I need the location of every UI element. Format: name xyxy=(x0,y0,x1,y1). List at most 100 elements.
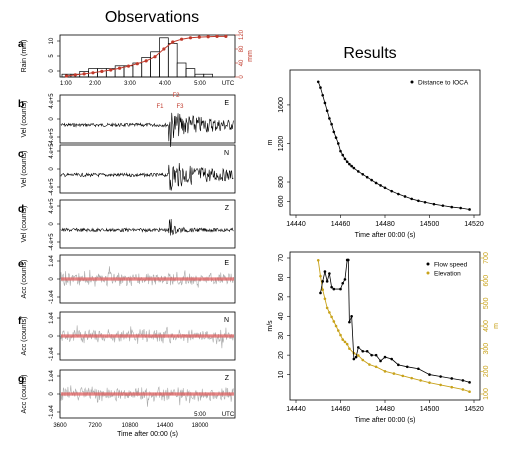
distance-point xyxy=(325,109,329,112)
distance-point xyxy=(352,166,356,170)
y-tick-label: 1600 xyxy=(278,97,285,113)
flow-speed-line xyxy=(320,259,470,383)
elevation-point xyxy=(461,388,465,391)
flow-speed-point xyxy=(354,355,358,359)
legend-marker xyxy=(426,262,430,266)
distance-point xyxy=(345,160,349,164)
elevation-point xyxy=(439,383,442,387)
flow-speed-point xyxy=(374,353,378,357)
flow-speed-point xyxy=(346,258,350,262)
elevation-point xyxy=(330,315,333,319)
cumulative-point xyxy=(153,55,157,59)
flow-speed-point xyxy=(383,355,387,359)
elevation-point xyxy=(357,354,360,357)
distance-point xyxy=(323,101,327,105)
distance-point xyxy=(341,153,345,157)
cumulative-point xyxy=(82,72,86,76)
x-tick-label: 14460 xyxy=(331,406,351,413)
elevation-point xyxy=(323,297,327,301)
flow-speed-point xyxy=(365,349,369,353)
x-axis-label: Time after 00:00 (s) xyxy=(355,232,416,239)
flow-speed-point xyxy=(468,381,471,384)
cumulative-point xyxy=(135,62,139,66)
component-label: N xyxy=(224,317,229,324)
panel-letter: f xyxy=(18,316,22,327)
y-tick-label: 0 xyxy=(49,222,55,226)
x-axis-label: Time after 00:00 (s) xyxy=(355,417,416,424)
y-tick-label-right: 200 xyxy=(483,365,490,377)
elevation-point xyxy=(428,381,431,384)
panel-frame xyxy=(59,34,236,78)
component-label: E xyxy=(224,100,229,107)
panel-f: f Acc (counts) -1.e4 0 1.e4 N xyxy=(18,312,236,361)
x-tick-label: UTC xyxy=(222,81,235,87)
elevation-point xyxy=(343,340,347,344)
y-tick-label-right: 100 xyxy=(483,388,490,400)
seismic-trace xyxy=(60,325,234,349)
distance-point xyxy=(379,184,382,187)
elevation-point xyxy=(325,306,329,310)
x-tick-label: 10800 xyxy=(122,423,139,429)
distance-point xyxy=(370,178,373,182)
seismic-trace xyxy=(60,266,234,288)
flow-speed-point xyxy=(350,314,353,318)
x-axis-label: Time after 00:00 (s) xyxy=(117,431,178,438)
y-tick-label-right: 600 xyxy=(483,275,490,287)
cumulative-point xyxy=(144,59,148,63)
cumulative-point xyxy=(197,35,201,39)
legend-marker xyxy=(426,271,430,275)
y-tick-label: 0 xyxy=(49,69,55,73)
cumulative-point xyxy=(188,36,193,40)
flow-speed-point xyxy=(343,278,347,281)
y-tick-label: 4.e+5 xyxy=(49,93,55,109)
legend-marker xyxy=(410,80,414,84)
elevation-point xyxy=(468,390,471,394)
cumulative-point xyxy=(64,74,69,78)
x-tick-label: 14520 xyxy=(464,406,484,413)
flow-speed-point xyxy=(348,320,351,324)
y-axis-label-right: mm xyxy=(247,50,254,62)
distance-point xyxy=(468,208,471,211)
flow-speed-point xyxy=(319,291,322,295)
distance-point xyxy=(343,157,347,161)
y-tick-label: -1.e4 xyxy=(49,347,55,361)
x-tick-label: 18000 xyxy=(192,423,209,429)
cumulative-point xyxy=(179,37,184,41)
distance-point xyxy=(332,130,336,134)
rain-bar xyxy=(167,43,178,78)
distance-point xyxy=(390,189,393,193)
flow-speed-point xyxy=(390,357,393,361)
distance-point xyxy=(330,122,333,126)
cumulative-point xyxy=(162,47,166,51)
y-axis-label: Vel (counts) xyxy=(21,101,28,138)
panel-frame xyxy=(59,94,236,144)
annotation: F3 xyxy=(177,104,185,110)
panel-letter: d xyxy=(18,204,24,215)
distance-point xyxy=(410,197,414,201)
y-axis-label: Vel (counts) xyxy=(21,206,28,243)
distance-point xyxy=(397,192,400,196)
x-tick-label: 3:00 xyxy=(124,81,136,87)
flow-speed-point xyxy=(341,281,345,285)
flow-speed-point xyxy=(321,280,325,283)
y-tick-label: 1.e4 xyxy=(49,312,55,324)
distance-point xyxy=(417,199,420,203)
distance-point xyxy=(336,142,340,145)
y-tick-label: 1.e4 xyxy=(49,370,55,382)
distance-point xyxy=(334,136,338,139)
rain-bar xyxy=(176,62,187,78)
x-tick-label: 14460 xyxy=(331,221,351,228)
elevation-point xyxy=(383,370,387,373)
elevation-point xyxy=(316,258,320,262)
y-tick-label: -4.e+5 xyxy=(49,233,55,251)
distance-point xyxy=(403,195,407,198)
panel-letter: a xyxy=(18,39,24,50)
cumulative-point xyxy=(100,69,104,73)
y-tick-label: 0 xyxy=(49,334,55,338)
cumulative-point xyxy=(109,68,113,72)
elevation-point xyxy=(392,372,396,375)
y-tick-label: -1.e4 xyxy=(49,290,55,304)
